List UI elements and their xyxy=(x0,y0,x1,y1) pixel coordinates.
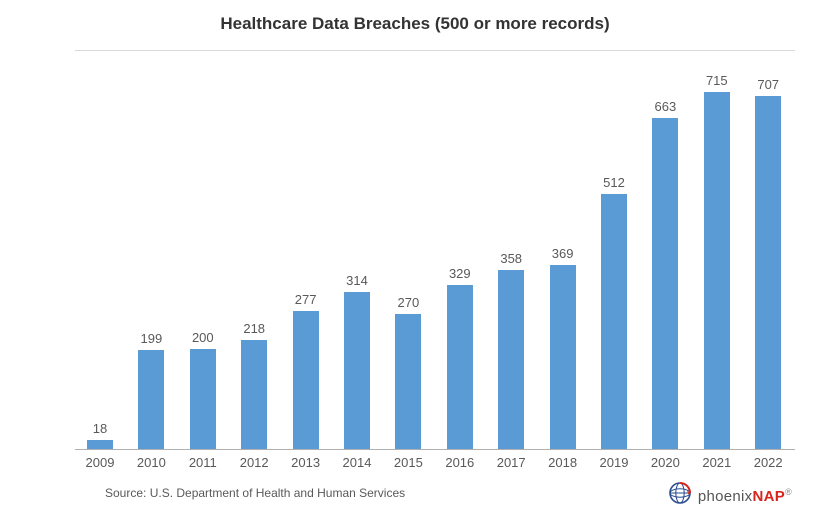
bar: 1992010 xyxy=(138,350,164,449)
bar: 3692018 xyxy=(550,265,576,449)
bar: 3142014 xyxy=(344,292,370,449)
bar-category-label: 2012 xyxy=(240,449,269,470)
brand-registered: ® xyxy=(785,487,792,497)
bar: 7072022 xyxy=(755,96,781,449)
bar-category-label: 2019 xyxy=(600,449,629,470)
bar-category-label: 2013 xyxy=(291,449,320,470)
bar-category-label: 2009 xyxy=(86,449,115,470)
bar: 2002011 xyxy=(190,349,216,449)
bar-value-label: 218 xyxy=(243,321,265,340)
bar-value-label: 199 xyxy=(141,331,163,350)
bar: 6632020 xyxy=(652,118,678,449)
bar-value-label: 270 xyxy=(398,295,420,314)
bar-category-label: 2010 xyxy=(137,449,166,470)
bar-category-label: 2020 xyxy=(651,449,680,470)
bar: 3582017 xyxy=(498,270,524,449)
bar-value-label: 200 xyxy=(192,330,214,349)
bar-value-label: 715 xyxy=(706,73,728,92)
chart-title: Healthcare Data Breaches (500 or more re… xyxy=(0,14,830,34)
bar-category-label: 2021 xyxy=(702,449,731,470)
bar-value-label: 277 xyxy=(295,292,317,311)
bar-value-label: 512 xyxy=(603,175,625,194)
bar-category-label: 2014 xyxy=(343,449,372,470)
bar-value-label: 358 xyxy=(500,251,522,270)
bar-category-label: 2011 xyxy=(189,449,217,470)
brand-logo: phoenixNAP® xyxy=(668,481,792,510)
bar: 182009 xyxy=(87,440,113,449)
bar-value-label: 707 xyxy=(757,77,779,96)
brand-word2: NAP xyxy=(752,488,785,505)
bar-category-label: 2015 xyxy=(394,449,423,470)
bar-category-label: 2018 xyxy=(548,449,577,470)
bar: 5122019 xyxy=(601,194,627,449)
globe-icon xyxy=(668,481,692,510)
bar-category-label: 2022 xyxy=(754,449,783,470)
brand-text: phoenixNAP® xyxy=(698,487,792,505)
bar-value-label: 329 xyxy=(449,266,471,285)
bar-value-label: 314 xyxy=(346,273,368,292)
plot-area: 182009 1992010 2002011 2182012 2772013 314201… xyxy=(75,50,795,450)
bar: 2182012 xyxy=(241,340,267,449)
bar-value-label: 369 xyxy=(552,246,574,265)
bar: 3292016 xyxy=(447,285,473,449)
bar: 2772013 xyxy=(293,311,319,449)
chart-container: Healthcare Data Breaches (500 or more re… xyxy=(0,0,830,528)
bar: 2702015 xyxy=(395,314,421,449)
bar-category-label: 2017 xyxy=(497,449,526,470)
bar: 7152021 xyxy=(704,92,730,449)
source-text: Source: U.S. Department of Health and Hu… xyxy=(105,486,405,500)
brand-word1: phoenix xyxy=(698,488,753,505)
bar-value-label: 18 xyxy=(93,421,107,440)
bar-category-label: 2016 xyxy=(445,449,474,470)
bar-value-label: 663 xyxy=(655,99,677,118)
